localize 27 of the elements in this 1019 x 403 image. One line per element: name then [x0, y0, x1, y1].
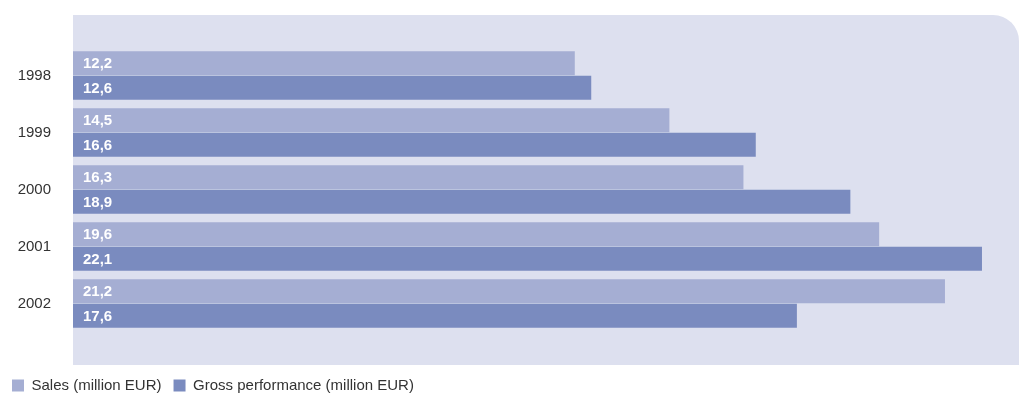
bar	[73, 303, 797, 328]
data-label: 16,6	[83, 135, 113, 153]
bar	[73, 51, 575, 76]
y-tick-label: 1998	[17, 65, 51, 83]
data-label: 16,3	[83, 168, 113, 186]
y-tick-label: 2001	[17, 236, 51, 254]
data-label: 14,5	[83, 111, 113, 129]
bar	[73, 222, 880, 247]
y-tick-label: 2000	[17, 179, 51, 197]
bar	[73, 279, 945, 304]
data-label: 12,2	[83, 54, 113, 72]
data-label: 19,6	[83, 225, 113, 243]
data-label: 12,6	[83, 78, 113, 96]
bar	[73, 165, 744, 190]
y-tick-label: 1999	[17, 122, 51, 140]
legend-label: Sales (million EUR)	[31, 375, 162, 393]
data-label: 18,9	[83, 192, 113, 210]
bar	[73, 246, 982, 271]
data-label: 17,6	[83, 306, 113, 324]
bar	[73, 108, 670, 133]
bar	[73, 189, 851, 214]
y-tick-label: 2002	[17, 293, 51, 311]
bar	[73, 132, 756, 157]
data-label: 21,2	[83, 282, 113, 300]
bar	[73, 75, 592, 100]
legend-label: Gross performance (million EUR)	[193, 375, 414, 393]
data-label: 22,1	[83, 249, 113, 267]
